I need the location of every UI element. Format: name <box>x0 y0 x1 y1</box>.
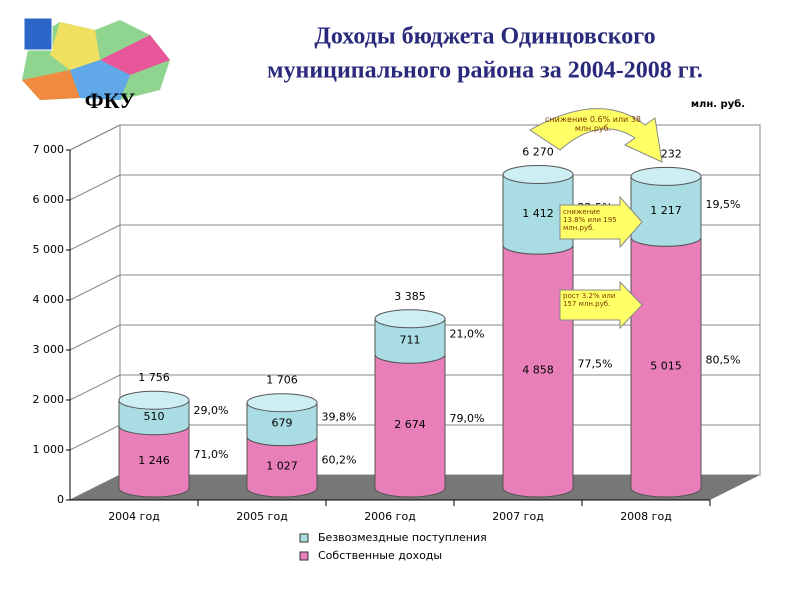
total-label: 3 385 <box>394 290 426 303</box>
share-label: 79,0% <box>450 412 485 425</box>
total-label: 1 706 <box>266 374 298 387</box>
value-label: 679 <box>272 417 293 430</box>
y-tick-label: 0 <box>57 493 64 506</box>
share-label: 19,5% <box>706 198 741 211</box>
x-tick-label: 2005 год <box>236 510 288 523</box>
value-label: 1 027 <box>266 459 298 472</box>
x-tick-label: 2006 год <box>364 510 416 523</box>
grid-line <box>69 424 121 451</box>
side-wall <box>69 124 121 501</box>
value-label: 711 <box>400 334 421 347</box>
bar <box>119 425 189 488</box>
annotation: снижение 13.8% или 195 млн.руб. <box>563 208 617 232</box>
logo-text: ФКУ <box>85 88 136 113</box>
chart-title: муниципального района за 2004-2008 гг. <box>267 58 703 84</box>
x-tick-label: 2008 год <box>620 510 672 523</box>
share-label: 21,0% <box>450 328 485 341</box>
y-tick-label: 1 000 <box>33 443 65 456</box>
grid-line <box>69 224 121 251</box>
legend-label: Собственные доходы <box>318 549 442 562</box>
annotation: рост 3.2% или 157 млн.руб. <box>563 292 616 308</box>
value-label: 510 <box>144 410 165 423</box>
cylinder-cap <box>246 393 318 413</box>
share-label: 39,8% <box>322 411 357 424</box>
annotation-arrows <box>529 108 663 330</box>
unit-label: млн. руб. <box>691 98 745 110</box>
y-tick-label: 4 000 <box>33 293 65 306</box>
annotation: снижение 0.6% или 38 млн.руб. <box>545 115 641 133</box>
total-label: 1 756 <box>138 371 170 384</box>
y-tick-label: 6 000 <box>33 193 65 206</box>
grid-line <box>69 274 121 301</box>
grid-line <box>69 174 121 201</box>
y-tick-label: 7 000 <box>33 143 65 156</box>
share-label: 77,5% <box>578 358 613 371</box>
value-label: 1 246 <box>138 454 170 467</box>
chart-title: Доходы бюджета Одинцовского <box>314 24 655 50</box>
y-tick-label: 5 000 <box>33 243 65 256</box>
x-tick-label: 2004 год <box>108 510 160 523</box>
cylinder-cap <box>502 165 574 184</box>
value-label: 1 412 <box>522 207 554 220</box>
legend-swatch <box>299 551 309 561</box>
share-label: 29,0% <box>194 404 229 417</box>
y-tick-label: 3 000 <box>33 343 65 356</box>
cylinder-cap <box>374 309 446 329</box>
y-tick-label: 2 000 <box>33 393 65 406</box>
value-label: 2 674 <box>394 418 426 431</box>
share-label: 60,2% <box>322 453 357 466</box>
bar <box>631 237 701 488</box>
cylinder-cap <box>118 390 190 410</box>
value-label: 4 858 <box>522 364 554 377</box>
grid-line <box>69 374 121 401</box>
bar <box>375 354 445 488</box>
bar <box>631 176 701 238</box>
cylinder-cap <box>630 166 702 186</box>
legend-swatch <box>299 533 309 543</box>
bar <box>503 245 573 488</box>
share-label: 80,5% <box>706 354 741 367</box>
grid-line <box>69 124 121 151</box>
value-label: 5 015 <box>650 360 682 373</box>
share-label: 71,0% <box>194 448 229 461</box>
value-label: 1 217 <box>650 204 682 217</box>
legend-label: Безвозмездные поступления <box>318 531 487 544</box>
logo: ФКУ <box>22 17 170 113</box>
total-label: 6 270 <box>522 146 554 159</box>
grid-line <box>69 324 121 351</box>
x-tick-label: 2007 год <box>492 510 544 523</box>
